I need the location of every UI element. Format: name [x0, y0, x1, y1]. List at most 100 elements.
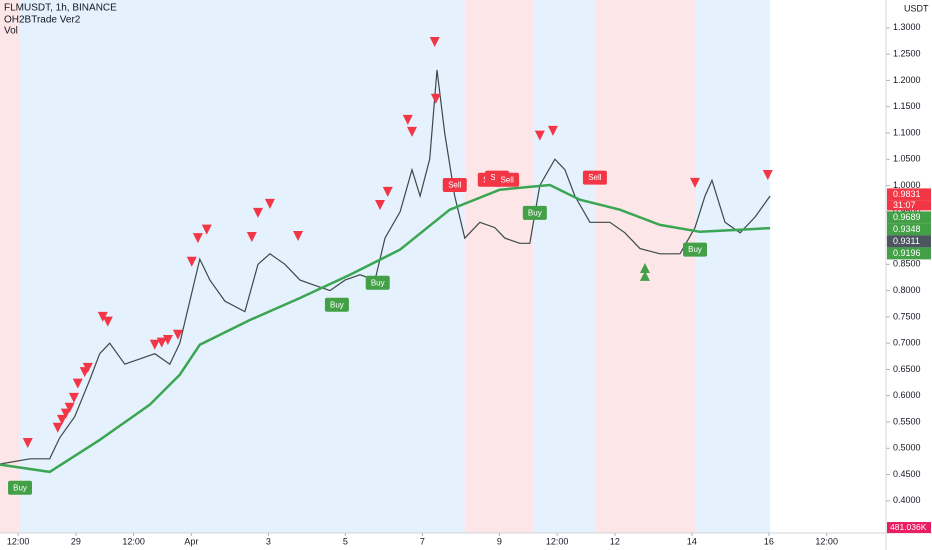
sell-arrow — [102, 316, 113, 327]
sell-arrow — [430, 93, 441, 104]
price-tag — [887, 223, 931, 236]
sell-arrow — [375, 199, 386, 210]
signal-region — [20, 0, 465, 533]
time-tick-label: 9 — [497, 536, 502, 546]
signal-region — [464, 0, 533, 533]
price-tag — [887, 235, 931, 248]
price-tick-label: 1.0500 — [893, 154, 921, 164]
sell-arrow — [56, 414, 67, 425]
price-tag-label: 0.9311 — [893, 236, 920, 246]
sell-arrow — [201, 224, 212, 235]
price-tick-label: 1.1500 — [893, 101, 921, 111]
countdown-tag — [887, 200, 931, 211]
price-tag-label: 0.9196 — [893, 248, 921, 258]
sell-arrow — [97, 311, 108, 322]
price-tick-label: 0.6000 — [893, 390, 921, 400]
sell-arrow — [690, 177, 701, 188]
buy-arrow — [639, 270, 650, 281]
signal-box — [582, 170, 607, 185]
price-tick-label: 1.2500 — [893, 49, 921, 59]
signal-label: Sell — [588, 173, 602, 182]
sell-arrow — [64, 402, 75, 413]
signal-label: Buy — [13, 483, 27, 492]
sell-arrow — [762, 170, 773, 180]
sell-arrow — [293, 230, 304, 241]
signal-box — [442, 177, 467, 192]
signal-label: Buy — [528, 208, 542, 217]
price-tick-label: 0.7500 — [893, 311, 921, 321]
signal-box — [495, 172, 520, 187]
signal-label: Buy — [330, 300, 344, 309]
price-tick-label: 0.4000 — [893, 495, 921, 505]
sell-arrow — [156, 337, 167, 348]
signal-box — [8, 480, 33, 495]
price-tag-label: 0.9348 — [893, 224, 921, 234]
signal-box — [365, 275, 390, 290]
signal-label: Sell — [448, 181, 462, 190]
sell-arrow — [534, 130, 545, 141]
price-tick-label: 0.4500 — [893, 469, 921, 479]
currency-label: USDT — [904, 3, 929, 13]
price-tag — [887, 247, 931, 260]
volume-tag-label: 481.036K — [890, 522, 927, 532]
price-tick-label: 0.8500 — [893, 259, 921, 269]
price-tick-label: 0.5500 — [893, 416, 921, 426]
countdown-label: 31:07 — [893, 200, 916, 210]
sell-arrow — [52, 422, 63, 433]
price-tag-label: 0.9689 — [893, 212, 921, 222]
signal-label: Buy — [688, 245, 702, 254]
time-tick-label: Apr — [184, 536, 198, 546]
signal-label: Sell — [500, 175, 514, 184]
sell-arrow — [186, 256, 197, 267]
sell-arrow — [264, 198, 275, 209]
price-tick-label: 0.9500 — [893, 206, 921, 216]
signal-box — [683, 242, 708, 257]
time-tick-label: 12:00 — [815, 536, 838, 546]
price-tick-label: 1.0000 — [893, 180, 921, 190]
price-tick-label: 0.8000 — [893, 285, 921, 295]
background-layer — [0, 0, 771, 533]
sell-arrow — [252, 207, 263, 218]
price-tick-label: 0.5000 — [893, 443, 921, 453]
sell-arrow — [547, 125, 558, 136]
sell-arrow — [246, 232, 257, 243]
price-tag-label: 0.9831 — [893, 189, 921, 199]
price-tick-label: 1.2000 — [893, 75, 921, 85]
time-tick-label: 12:00 — [7, 536, 30, 546]
sell-arrow — [407, 126, 418, 137]
sell-arrow — [68, 392, 79, 403]
price-tag — [887, 188, 931, 201]
time-tick-label: 7 — [420, 536, 425, 546]
trend-line — [0, 183, 771, 474]
buy-arrow — [639, 263, 650, 274]
volume-legend: Vol — [4, 26, 18, 37]
time-tick-label: 16 — [764, 536, 774, 546]
sell-arrow — [382, 186, 393, 197]
time-tick-label: 12 — [610, 536, 620, 546]
signal-box — [324, 297, 349, 312]
sell-arrow — [60, 408, 71, 419]
sell-arrow — [72, 378, 83, 389]
signal-box — [522, 205, 547, 220]
price-line — [0, 69, 771, 465]
signal-region — [695, 0, 771, 533]
time-tick-label: 5 — [343, 536, 348, 546]
sell-arrow — [192, 233, 203, 244]
time-tick-label: 29 — [71, 536, 81, 546]
sell-arrow — [22, 438, 33, 449]
sell-arrow — [162, 335, 173, 346]
price-tick-label: 1.1000 — [893, 127, 921, 137]
time-tick-label: 14 — [687, 536, 697, 546]
price-tag — [887, 211, 931, 224]
price-tick-label: 1.3000 — [893, 22, 921, 32]
symbol-title: FLMUSDT, 1h, BINANCE — [4, 3, 117, 14]
time-tick-label: 12:00 — [122, 536, 145, 546]
price-tick-label: 0.6500 — [893, 364, 921, 374]
sell-arrow — [172, 329, 183, 340]
sell-arrow — [149, 339, 160, 350]
sell-arrow — [429, 37, 440, 48]
signal-region — [0, 0, 21, 533]
time-tick-label: 3 — [266, 536, 271, 546]
